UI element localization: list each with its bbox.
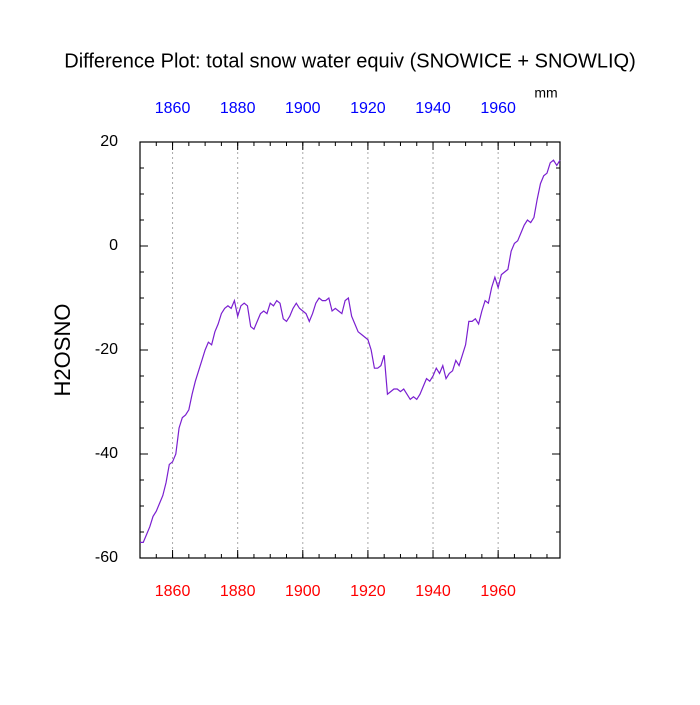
x-tick-label: 1860: [155, 583, 191, 600]
x-tick-label: 1920: [350, 583, 386, 600]
x-tick-label-top: 1940: [415, 100, 451, 117]
x-tick-label-top: 1860: [155, 100, 191, 117]
y-axis-label: H2OSNO: [50, 304, 75, 397]
data-line: [140, 159, 561, 543]
x-tick-label: 1940: [415, 583, 451, 600]
y-tick-label: -60: [95, 549, 118, 566]
y-tick-label: -20: [95, 341, 118, 358]
x-tick-label: 1960: [480, 583, 516, 600]
chart-title: Difference Plot: total snow water equiv …: [64, 50, 635, 72]
x-tick-label: 1880: [220, 583, 256, 600]
x-tick-label-top: 1880: [220, 100, 256, 117]
y-tick-label: -40: [95, 445, 118, 462]
x-tick-label: 1900: [285, 583, 321, 600]
x-tick-label-top: 1960: [480, 100, 516, 117]
x-tick-label-top: 1920: [350, 100, 386, 117]
y-tick-label: 20: [100, 133, 118, 150]
units-label: mm: [534, 85, 557, 101]
plot-frame: [139, 141, 561, 559]
x-tick-label-top: 1900: [285, 100, 321, 117]
y-tick-label: 0: [109, 237, 118, 254]
